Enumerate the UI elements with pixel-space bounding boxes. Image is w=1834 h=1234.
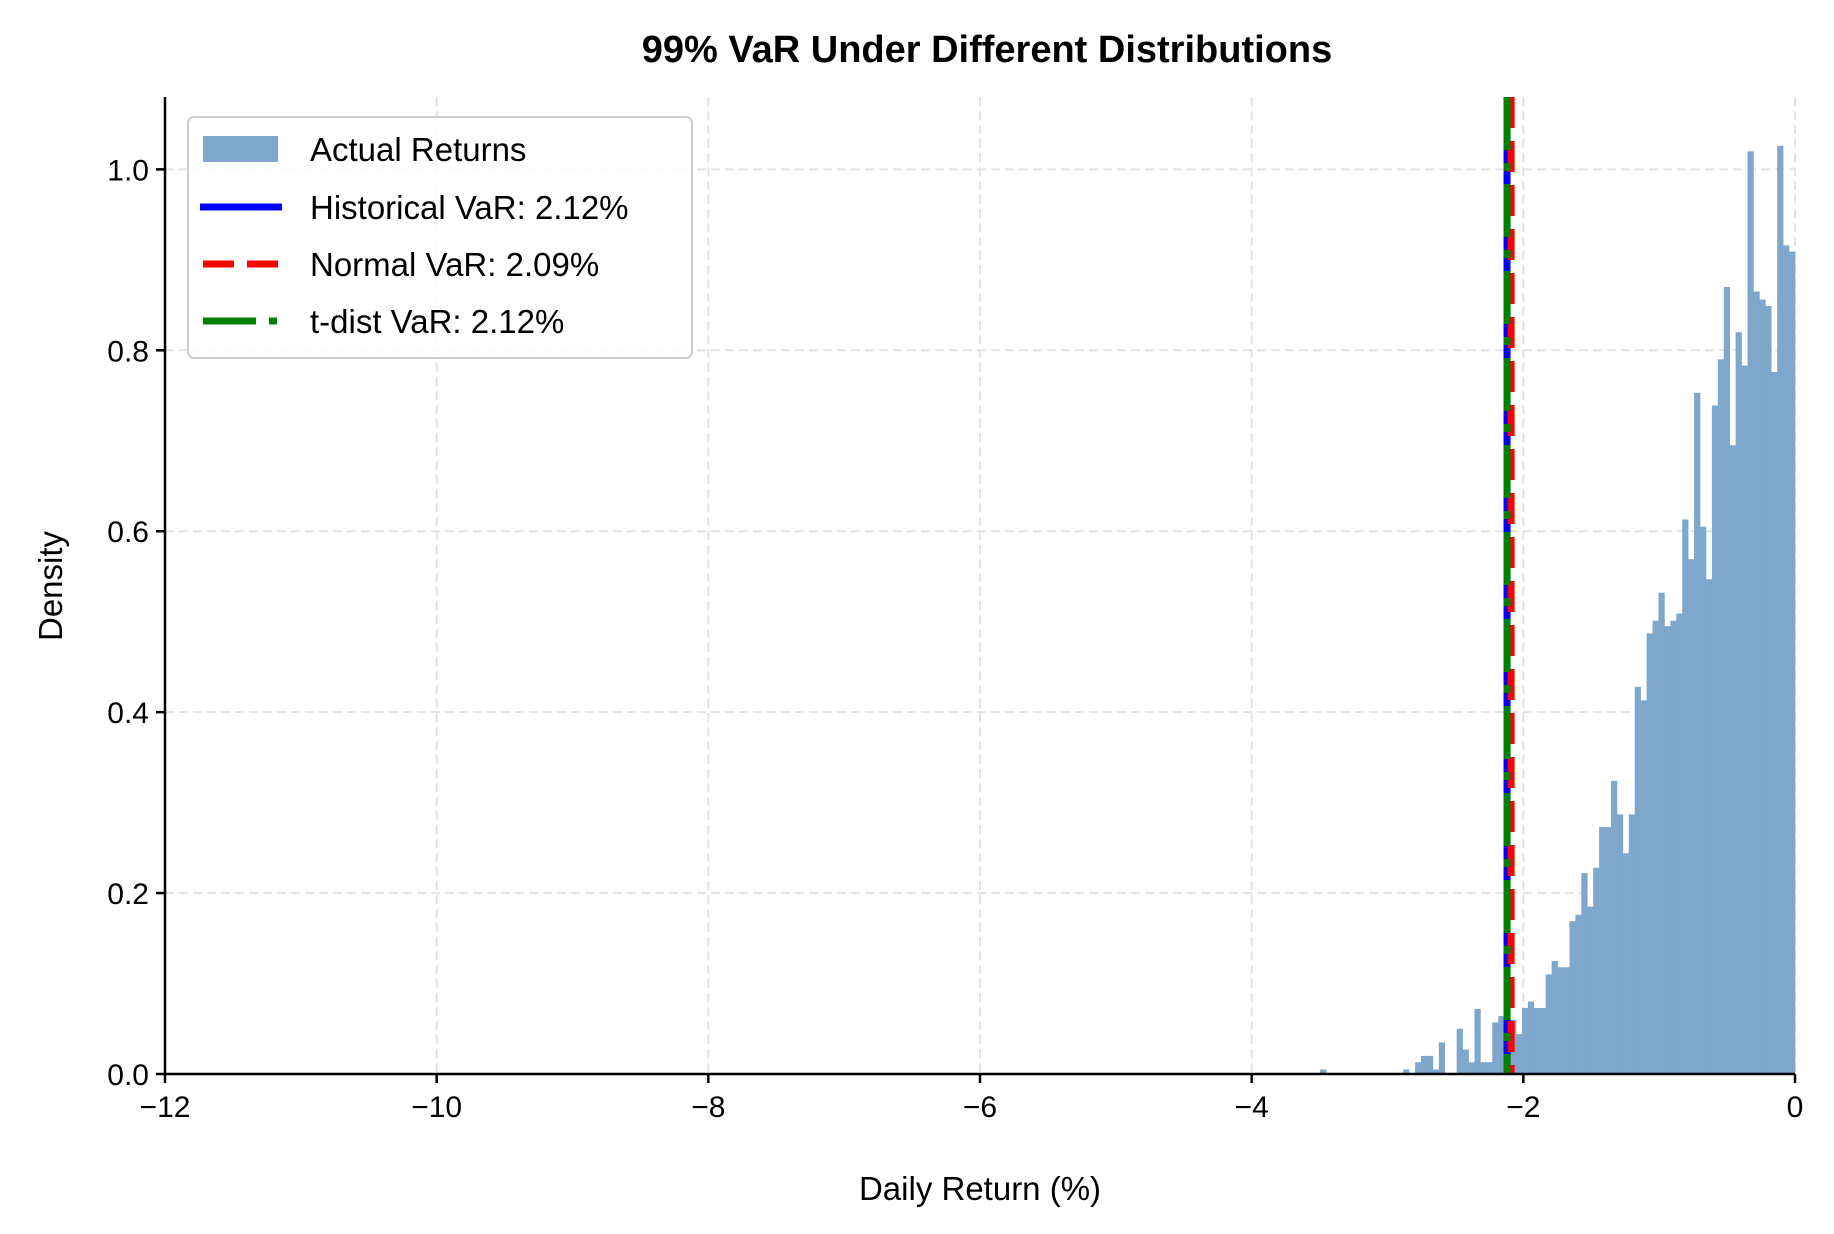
histogram-bar bbox=[1759, 299, 1766, 1074]
chart-title: 99% VaR Under Different Distributions bbox=[642, 29, 1332, 71]
histogram-bar bbox=[1605, 827, 1612, 1074]
histogram-bar bbox=[1753, 291, 1760, 1074]
histogram-bar bbox=[1527, 1001, 1535, 1074]
histogram-bar bbox=[1456, 1028, 1463, 1074]
histogram-bar bbox=[1747, 151, 1754, 1074]
histogram-bar bbox=[1415, 1062, 1422, 1074]
histogram-bar bbox=[1765, 305, 1772, 1074]
y-tick-label: 0.0 bbox=[107, 1059, 149, 1092]
histogram-bar bbox=[1426, 1055, 1434, 1074]
legend-label-historical: Historical VaR: 2.12% bbox=[310, 189, 629, 226]
histogram-bar bbox=[1789, 251, 1796, 1075]
histogram-bar bbox=[1711, 405, 1719, 1074]
histogram-bar bbox=[1421, 1055, 1428, 1074]
histogram-bar bbox=[1628, 814, 1636, 1074]
histogram-bar bbox=[1777, 145, 1784, 1075]
histogram-bar bbox=[1717, 359, 1725, 1074]
histogram-bar bbox=[1694, 392, 1701, 1074]
histogram-bar bbox=[1723, 286, 1731, 1074]
histogram-bar bbox=[1771, 372, 1778, 1074]
histogram-bar bbox=[1516, 1034, 1523, 1074]
histogram-bars bbox=[1320, 145, 1796, 1075]
histogram-bar bbox=[1539, 1007, 1546, 1074]
histogram-bar bbox=[1640, 700, 1647, 1074]
histogram-bar bbox=[1545, 974, 1552, 1074]
histogram-bar bbox=[1498, 1016, 1505, 1074]
x-tick-label: −4 bbox=[1235, 1091, 1269, 1124]
histogram-bar bbox=[1551, 960, 1558, 1074]
histogram-bar bbox=[1646, 633, 1653, 1074]
histogram-bar bbox=[1533, 1007, 1541, 1074]
histogram-bar bbox=[1492, 1022, 1499, 1074]
histogram-bar bbox=[1616, 814, 1624, 1074]
x-tick-label: 0 bbox=[1787, 1091, 1804, 1124]
histogram-bar bbox=[1320, 1069, 1327, 1074]
x-tick-label: −10 bbox=[411, 1091, 462, 1124]
y-tick-label: 0.6 bbox=[107, 516, 149, 549]
legend-frame bbox=[187, 116, 693, 359]
ticks: −12 −10 −8 −6 −4 −2 0 0.0 0.2 0.4 0.6 0.8 1.0 bbox=[107, 154, 1803, 1124]
x-tick-label: −8 bbox=[691, 1091, 725, 1124]
y-tick-label: 0.8 bbox=[107, 335, 149, 368]
histogram-bar bbox=[1634, 686, 1641, 1074]
histogram-bar bbox=[1599, 827, 1606, 1074]
histogram-bar bbox=[1735, 332, 1742, 1074]
histogram-bar bbox=[1652, 620, 1659, 1074]
histogram-bar bbox=[1700, 526, 1707, 1074]
histogram-bar bbox=[1403, 1069, 1410, 1074]
legend-label-normal: Normal VaR: 2.09% bbox=[310, 246, 599, 283]
histogram-bar bbox=[1676, 613, 1683, 1074]
histogram-bar bbox=[1521, 1007, 1529, 1074]
histogram-bar bbox=[1569, 921, 1576, 1074]
legend: Actual Returns Historical VaR: 2.12% Nor… bbox=[187, 116, 693, 359]
legend-swatch-actual-returns bbox=[203, 136, 278, 162]
x-tick-label: −12 bbox=[140, 1091, 191, 1124]
histogram-bar bbox=[1705, 579, 1713, 1074]
histogram-bar bbox=[1783, 245, 1790, 1074]
histogram-bar bbox=[1729, 445, 1736, 1074]
histogram-bar bbox=[1462, 1049, 1469, 1074]
histogram-bar bbox=[1474, 1008, 1481, 1074]
histogram-bar bbox=[1741, 365, 1748, 1074]
legend-label-tdist: t-dist VaR: 2.12% bbox=[310, 303, 564, 340]
histogram-bar bbox=[1480, 1062, 1487, 1074]
histogram-bar bbox=[1593, 867, 1600, 1074]
histogram-bar bbox=[1581, 873, 1588, 1074]
histogram-bar bbox=[1575, 914, 1582, 1074]
var-lines bbox=[1503, 97, 1515, 1074]
histogram-bar bbox=[1486, 1062, 1493, 1074]
histogram-bar bbox=[1610, 780, 1618, 1074]
histogram-bar bbox=[1658, 592, 1665, 1074]
histogram-bar bbox=[1432, 1069, 1440, 1074]
legend-label-actual-returns: Actual Returns bbox=[310, 131, 526, 168]
histogram-bar bbox=[1468, 1062, 1475, 1074]
y-tick-label: 1.0 bbox=[107, 154, 149, 187]
x-axis-label: Daily Return (%) bbox=[859, 1170, 1101, 1207]
histogram-bar bbox=[1670, 620, 1677, 1074]
histogram-bar bbox=[1563, 967, 1570, 1074]
histogram-bar bbox=[1682, 519, 1689, 1074]
y-tick-label: 0.4 bbox=[107, 697, 149, 730]
histogram-bar bbox=[1557, 967, 1564, 1074]
histogram-bar bbox=[1438, 1042, 1446, 1074]
y-axis-label: Density bbox=[32, 530, 69, 641]
y-tick-label: 0.2 bbox=[107, 878, 149, 911]
histogram-bar bbox=[1587, 906, 1594, 1074]
x-tick-label: −2 bbox=[1506, 1091, 1540, 1124]
histogram-bar bbox=[1688, 559, 1695, 1074]
histogram-bar bbox=[1664, 626, 1671, 1074]
x-tick-label: −6 bbox=[963, 1091, 997, 1124]
histogram-bar bbox=[1622, 853, 1630, 1074]
